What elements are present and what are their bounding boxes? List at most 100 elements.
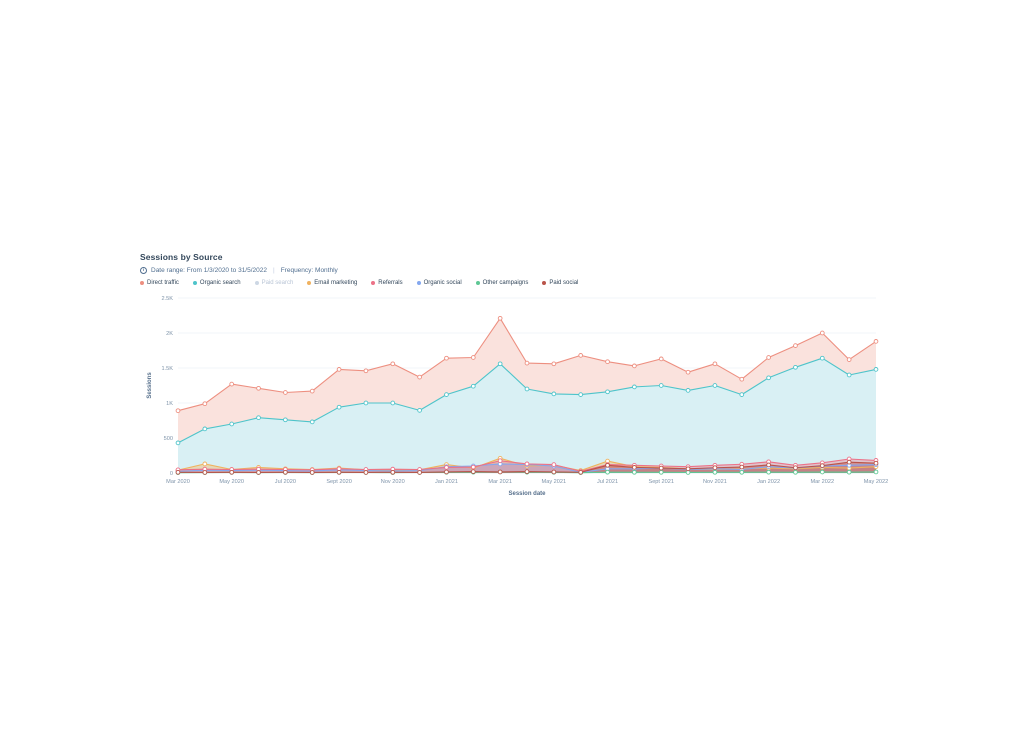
data-point-direct-traffic[interactable] [229, 381, 235, 387]
data-point-other-campaigns[interactable] [712, 469, 718, 475]
data-point-paid-social[interactable] [202, 470, 208, 475]
data-point-paid-social[interactable] [793, 465, 798, 471]
data-point-direct-traffic[interactable] [283, 390, 288, 395]
data-point-paid-social[interactable] [739, 464, 745, 470]
data-point-direct-traffic[interactable] [605, 359, 610, 365]
data-point-organic-search[interactable] [846, 372, 852, 378]
data-point-organic-search[interactable] [444, 392, 449, 397]
data-point-direct-traffic[interactable] [846, 357, 852, 362]
data-point-organic-search[interactable] [605, 389, 610, 395]
data-point-direct-traffic[interactable] [685, 369, 691, 375]
legend-item-paid-search[interactable]: Paid search [254, 280, 293, 286]
data-point-other-campaigns[interactable] [846, 469, 852, 475]
data-point-organic-search[interactable] [551, 391, 557, 397]
data-point-organic-search[interactable] [712, 383, 718, 388]
data-point-organic-search[interactable] [229, 421, 235, 427]
data-point-paid-social[interactable] [470, 469, 476, 474]
data-point-direct-traffic[interactable] [175, 408, 181, 414]
data-point-referrals[interactable] [551, 462, 557, 467]
data-point-referrals[interactable] [470, 464, 476, 470]
data-point-organic-search[interactable] [766, 375, 771, 381]
data-point-direct-traffic[interactable] [336, 367, 342, 372]
data-point-paid-social[interactable] [712, 465, 718, 471]
data-point-direct-traffic[interactable] [578, 353, 584, 358]
legend-item-other-campaigns[interactable]: Other campaigns [475, 280, 528, 286]
legend-item-paid-social[interactable]: Paid social [542, 280, 578, 286]
data-point-direct-traffic[interactable] [739, 376, 745, 382]
data-point-paid-social[interactable] [578, 469, 584, 475]
data-point-direct-traffic[interactable] [658, 356, 664, 362]
legend-item-email-marketing[interactable]: Email marketing [307, 280, 357, 286]
data-point-paid-social[interactable] [309, 470, 315, 475]
data-point-organic-search[interactable] [793, 364, 798, 370]
data-point-direct-traffic[interactable] [712, 361, 718, 367]
data-point-paid-social[interactable] [632, 465, 637, 470]
data-point-direct-traffic[interactable] [256, 385, 261, 391]
data-point-paid-social[interactable] [363, 470, 369, 475]
data-point-direct-traffic[interactable] [202, 401, 208, 407]
data-point-organic-search[interactable] [497, 361, 503, 367]
data-point-paid-social[interactable] [873, 460, 879, 466]
data-point-paid-social[interactable] [175, 469, 181, 475]
data-point-organic-search[interactable] [658, 383, 664, 388]
data-point-other-campaigns[interactable] [605, 469, 610, 475]
data-point-organic-search[interactable] [578, 392, 584, 397]
legend-item-organic-search[interactable]: Organic search [192, 280, 241, 286]
data-point-paid-social[interactable] [819, 463, 825, 468]
data-point-organic-search[interactable] [202, 426, 208, 432]
data-point-direct-traffic[interactable] [819, 330, 825, 336]
data-point-other-campaigns[interactable] [873, 469, 879, 475]
data-point-organic-search[interactable] [363, 400, 369, 406]
data-point-organic-search[interactable] [873, 367, 879, 372]
data-point-direct-traffic[interactable] [497, 315, 503, 321]
data-point-paid-social[interactable] [390, 469, 396, 475]
data-point-direct-traffic[interactable] [470, 355, 476, 360]
data-point-paid-social[interactable] [524, 469, 530, 474]
data-point-direct-traffic[interactable] [632, 363, 637, 369]
data-point-paid-social[interactable] [846, 459, 852, 465]
legend-item-direct-traffic[interactable]: Direct traffic [140, 280, 179, 286]
data-point-organic-search[interactable] [685, 388, 691, 393]
data-point-paid-social[interactable] [658, 465, 664, 471]
data-point-organic-search[interactable] [632, 384, 637, 390]
data-point-organic-search[interactable] [175, 440, 181, 446]
data-point-organic-search[interactable] [256, 415, 261, 421]
data-point-paid-social[interactable] [766, 462, 771, 468]
data-point-organic-search[interactable] [417, 407, 422, 413]
data-point-paid-social[interactable] [283, 469, 288, 475]
data-point-direct-traffic[interactable] [524, 360, 530, 366]
data-point-paid-social[interactable] [605, 462, 610, 468]
data-point-other-campaigns[interactable] [819, 469, 825, 475]
data-point-other-campaigns[interactable] [739, 469, 745, 475]
data-point-direct-traffic[interactable] [793, 343, 798, 348]
data-point-email-marketing[interactable] [202, 461, 208, 467]
data-point-paid-social[interactable] [417, 470, 422, 475]
data-point-paid-social[interactable] [256, 470, 261, 475]
data-point-paid-social[interactable] [229, 469, 235, 475]
data-point-direct-traffic[interactable] [363, 368, 369, 374]
data-point-direct-traffic[interactable] [766, 355, 771, 360]
data-point-other-campaigns[interactable] [766, 469, 771, 475]
data-point-referrals[interactable] [524, 461, 530, 467]
data-point-organic-search[interactable] [336, 404, 342, 410]
data-point-referrals[interactable] [444, 465, 449, 470]
data-point-organic-search[interactable] [390, 400, 396, 406]
data-point-paid-social[interactable] [444, 469, 449, 475]
data-point-organic-search[interactable] [470, 383, 476, 389]
data-point-other-campaigns[interactable] [632, 469, 637, 475]
legend-item-organic-social[interactable]: Organic social [416, 280, 462, 286]
data-point-organic-search[interactable] [283, 417, 288, 423]
data-point-direct-traffic[interactable] [309, 388, 315, 394]
data-point-paid-social[interactable] [685, 466, 691, 472]
data-point-paid-social[interactable] [336, 469, 342, 475]
legend-item-referrals[interactable]: Referrals [371, 280, 403, 286]
data-point-direct-traffic[interactable] [390, 361, 396, 367]
data-point-organic-search[interactable] [819, 355, 825, 361]
data-point-organic-search[interactable] [309, 419, 315, 425]
data-point-direct-traffic[interactable] [444, 355, 449, 361]
data-point-paid-social[interactable] [497, 469, 503, 475]
data-point-organic-search[interactable] [739, 392, 745, 397]
data-point-direct-traffic[interactable] [417, 374, 422, 380]
info-icon[interactable]: i [140, 267, 147, 274]
data-point-paid-social[interactable] [551, 469, 557, 475]
